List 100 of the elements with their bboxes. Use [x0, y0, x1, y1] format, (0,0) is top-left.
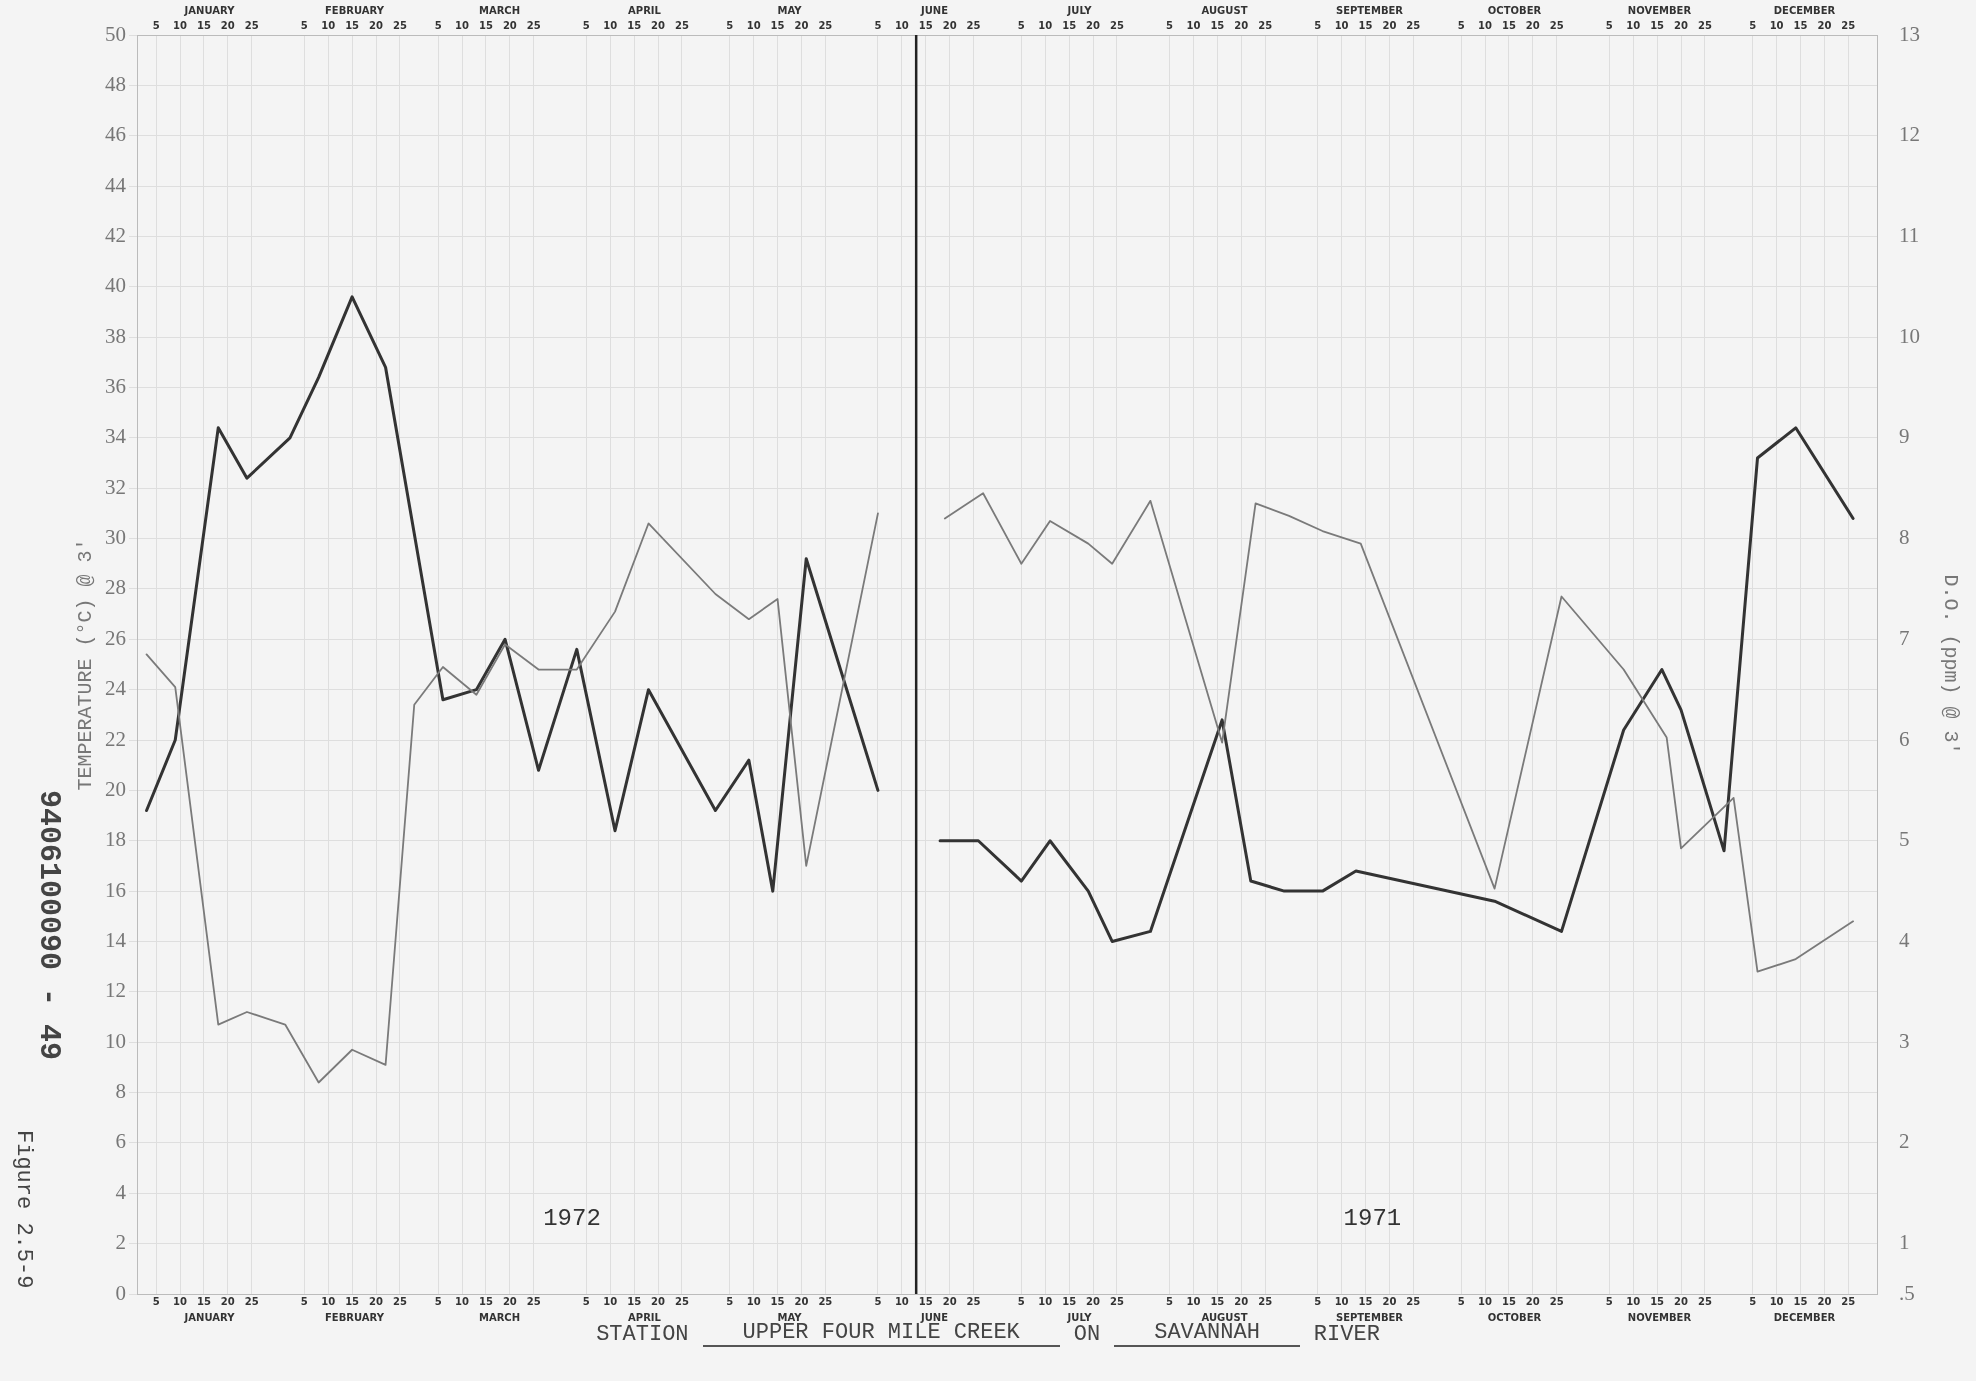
x-tick-label: 25: [674, 1296, 689, 1308]
x2-tick-label: 10: [1186, 20, 1201, 32]
text: MARCH: [478, 4, 521, 16]
x-tick-label: 15: [918, 1296, 933, 1308]
text: APRIL: [628, 1311, 662, 1323]
x2-tick-label: 25: [1841, 20, 1856, 32]
text: 9406100090 - 49: [32, 790, 66, 1061]
text: DECEMBER: [1773, 1311, 1836, 1323]
x-tick-label: 20: [369, 1296, 384, 1308]
y2-tick-label: 12: [1899, 122, 1920, 147]
y-tick-label: 24: [105, 676, 127, 701]
y-tick-label: 8: [115, 1079, 126, 1104]
text: SEPTEMBER: [1335, 4, 1404, 16]
x-tick-label: 15: [196, 1296, 211, 1308]
x-tick-label: 15: [1501, 1296, 1516, 1308]
x-tick-label: 10: [603, 1296, 618, 1308]
text: SAVANNAH: [1114, 1320, 1300, 1347]
x2-tick-label: 5: [1457, 20, 1465, 32]
x2-tick-label: 10: [603, 20, 618, 32]
x-tick-label: 5: [1314, 1296, 1322, 1308]
x-tick-label: 15: [1062, 1296, 1077, 1308]
y2-tick-label: .5: [1899, 1280, 1915, 1305]
x2-tick-label: 5: [726, 20, 734, 32]
y-tick-label: 0: [115, 1280, 126, 1305]
x-tick-label: 20: [1234, 1296, 1249, 1308]
caption: Figure 2.5-9: [11, 1130, 36, 1289]
text: NOVEMBER: [1627, 1311, 1692, 1323]
y2-tick-label: 4: [1899, 928, 1910, 952]
x2-tick-label: 5: [152, 20, 160, 32]
x-tick-label: 5: [1457, 1296, 1465, 1308]
y-tick-label: 2: [115, 1230, 126, 1255]
x-tick-label: 15: [345, 1296, 360, 1308]
x2-tick-label: 15: [918, 20, 933, 32]
x-tick-label: 10: [894, 1296, 909, 1308]
x2-tick-label: 20: [1086, 20, 1101, 32]
x-tick-label: 10: [1626, 1296, 1641, 1308]
x-tick-label: 5: [874, 1296, 882, 1308]
text: MARCH: [478, 1311, 521, 1323]
x2-tick-label: 5: [434, 20, 442, 32]
x2-tick-label: 5: [874, 20, 882, 32]
text: JUNE: [919, 1311, 949, 1323]
x2-tick-label: 5: [582, 20, 590, 32]
x2-tick-label: 25: [1258, 20, 1273, 32]
x2-tick-label: 10: [173, 20, 188, 32]
x2-tick-label: 25: [966, 20, 981, 32]
text: JULY: [1066, 1311, 1093, 1323]
text: JUNE: [920, 4, 949, 16]
y-tick-label: 14: [105, 928, 127, 952]
text: JANUARY: [184, 4, 235, 16]
text: JANUARY: [183, 1311, 236, 1323]
x2-tick-label: 25: [1549, 20, 1564, 32]
x-tick-label: 25: [1549, 1296, 1564, 1308]
x2-tick-label: 15: [479, 20, 493, 32]
y2-tick-label: 1: [1899, 1230, 1910, 1255]
text: RIVER: [1313, 1322, 1380, 1347]
x2-tick-label: 20: [1817, 20, 1832, 32]
x-tick-label: 20: [651, 1296, 666, 1308]
x2-tick-label: 25: [244, 20, 259, 32]
x2-tick-label: 10: [746, 20, 761, 32]
y-tick-label: 28: [105, 575, 126, 600]
x-tick-label: 25: [818, 1296, 833, 1308]
x-tick-label: 20: [1382, 1296, 1397, 1308]
annotation: 1972: [543, 1204, 601, 1232]
x2-tick-label: 15: [345, 20, 360, 32]
x-tick-label: 15: [1210, 1296, 1225, 1308]
text: NOVEMBER: [1627, 4, 1692, 16]
y-tick-label: 36: [105, 374, 126, 399]
x-tick-label: 10: [321, 1296, 336, 1308]
y-tick-label: 4: [115, 1179, 127, 1204]
x-tick-label: 25: [244, 1296, 259, 1308]
text: AUGUST: [1201, 1311, 1248, 1323]
y-tick-label: 6: [115, 1129, 126, 1154]
x-tick-label: 15: [770, 1296, 785, 1308]
x-tick-label: 5: [434, 1296, 442, 1308]
x-tick-label: 25: [526, 1296, 541, 1308]
x-tick-label: 15: [479, 1296, 493, 1308]
x2-tick-label: 15: [627, 20, 642, 32]
x2-tick-label: 15: [1358, 20, 1373, 32]
x2-tick-label: 20: [1674, 20, 1689, 32]
x2-tick-label: 25: [1109, 20, 1124, 32]
y-tick-label: 34: [105, 424, 127, 449]
y2-tick-label: 5: [1899, 827, 1910, 852]
x-tick-label: 15: [627, 1296, 642, 1308]
x2-tick-label: 20: [942, 20, 957, 32]
y-tick-label: 26: [105, 625, 126, 650]
text: MAY: [777, 1311, 803, 1323]
y-tick-label: 46: [105, 122, 126, 147]
y2-tick-label: 7: [1899, 625, 1910, 650]
text: SEPTEMBER: [1335, 1311, 1404, 1323]
x2-tick-label: 20: [651, 20, 666, 32]
x-tick-label: 15: [1650, 1296, 1665, 1308]
text: APRIL: [628, 4, 661, 16]
x2-tick-label: 20: [1382, 20, 1397, 32]
y2-tick-label: 10: [1899, 323, 1920, 348]
x2-tick-label: 10: [1626, 20, 1641, 32]
x2-tick-label: 25: [526, 20, 541, 32]
text: ON: [1073, 1322, 1101, 1347]
y-axis-title: TEMPERATURE (°C) @ 3': [74, 538, 98, 791]
y2-tick-label: 11: [1899, 222, 1920, 247]
y-tick-label: 42: [105, 222, 126, 247]
